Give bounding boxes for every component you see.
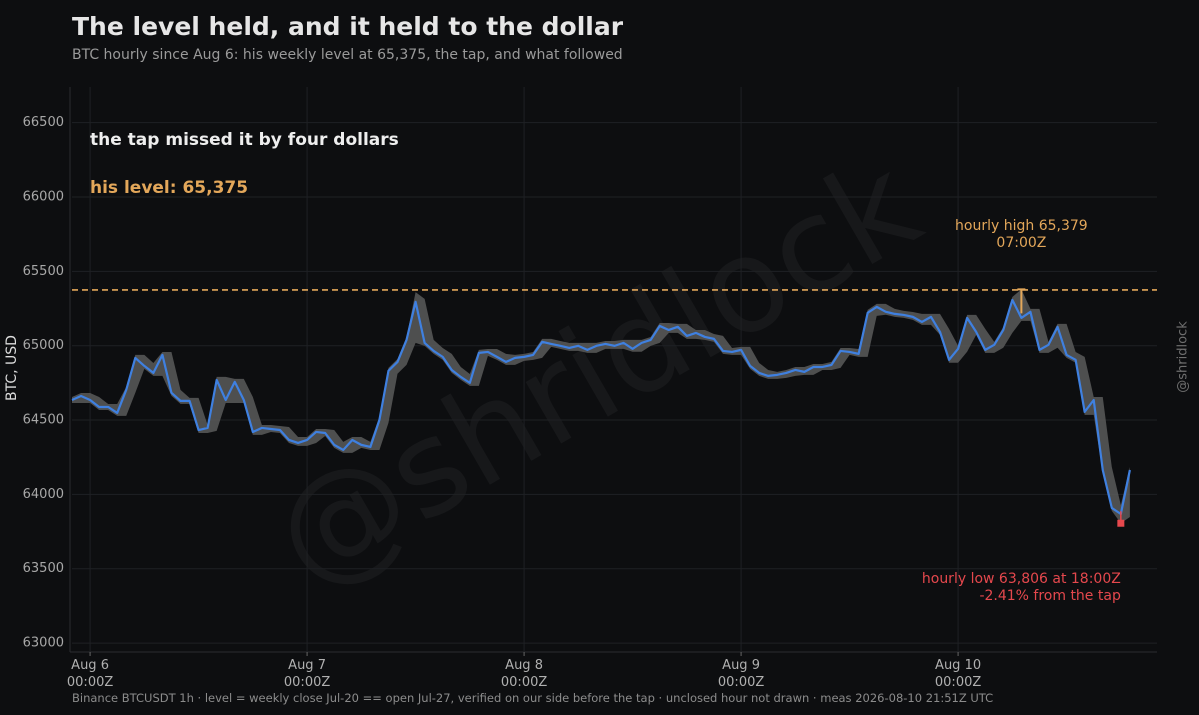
level-label: his level: 65,375 (90, 178, 249, 198)
x-tick-label: Aug 6 00:00Z (66, 658, 114, 690)
y-axis-label: BTC, USD (4, 335, 20, 401)
x-tick-label: Aug 10 00:00Z (934, 658, 982, 690)
watermark: @shridlock (248, 127, 943, 616)
low-label: hourly low 63,806 at 18:00Z -2.41% from … (921, 571, 1121, 604)
y-tick-label: 65500 (23, 264, 64, 279)
y-tick-label: 66500 (23, 115, 64, 130)
y-tick-label: 66000 (23, 190, 64, 205)
close-line (71, 298, 1131, 516)
low-marker (1117, 519, 1125, 527)
y-tick-label: 63500 (23, 561, 64, 576)
footer: Binance BTCUSDT 1h · level = weekly clos… (72, 691, 994, 705)
high-label: hourly high 65,379 07:00Z (955, 218, 1088, 251)
chart-title: The level held, and it held to the dolla… (72, 12, 624, 41)
x-tick-label: Aug 7 00:00Z (283, 658, 331, 690)
range-band (72, 289, 1130, 524)
y-tick-label: 64500 (23, 413, 64, 428)
y-tick-label: 63000 (23, 636, 64, 651)
y-tick-label: 65000 (23, 338, 64, 353)
credit: @shridlock (1176, 321, 1191, 393)
x-tick-label: Aug 9 00:00Z (717, 658, 765, 690)
chart-subtitle: BTC hourly since Aug 6: his weekly level… (72, 47, 623, 63)
y-tick-label: 64000 (23, 487, 64, 502)
x-tick-label: Aug 8 00:00Z (500, 658, 548, 690)
annotation-note: the tap missed it by four dollars (90, 130, 399, 150)
